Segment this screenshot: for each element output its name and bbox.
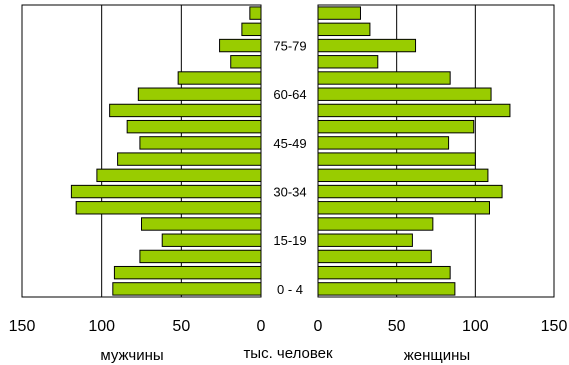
male-bar bbox=[117, 152, 262, 166]
age-label: 75-79 bbox=[273, 39, 306, 54]
x-axis-label: тыс. человек bbox=[243, 345, 333, 362]
age-label: 45-49 bbox=[273, 136, 306, 151]
male-bar bbox=[230, 55, 262, 69]
female-bar bbox=[317, 55, 379, 69]
male-bar bbox=[112, 282, 262, 296]
age-label: 0 - 4 bbox=[277, 282, 303, 297]
age-label: 30-34 bbox=[273, 185, 306, 200]
female-plot-area bbox=[317, 4, 555, 298]
female-bar bbox=[317, 282, 456, 296]
female-bar bbox=[317, 168, 489, 183]
axis-tick-labels: 150 100 50 0 0 50 100 150 bbox=[9, 318, 568, 335]
male-bar bbox=[219, 38, 262, 53]
female-bar bbox=[317, 6, 361, 20]
male-bar bbox=[126, 119, 262, 134]
male-plot-area bbox=[21, 4, 262, 298]
female-panel bbox=[317, 4, 555, 298]
female-bar bbox=[317, 87, 492, 101]
male-tick-label: 50 bbox=[172, 318, 190, 335]
age-group-labels: 75-79 60-64 45-49 30-34 15-19 0 - 4 bbox=[273, 39, 306, 297]
female-label: женщины bbox=[404, 347, 470, 364]
female-tick-label: 0 bbox=[314, 318, 323, 335]
female-bar bbox=[317, 233, 413, 247]
female-tick-label: 100 bbox=[462, 318, 489, 335]
age-label: 60-64 bbox=[273, 87, 306, 102]
female-bar bbox=[317, 184, 503, 199]
male-tick-label: 100 bbox=[88, 318, 115, 335]
male-tick-label: 0 bbox=[257, 318, 266, 335]
female-bar bbox=[317, 103, 511, 118]
female-bar bbox=[317, 38, 417, 53]
female-tick-label: 50 bbox=[388, 318, 406, 335]
male-bar bbox=[137, 87, 262, 101]
female-bar bbox=[317, 71, 451, 85]
age-label: 15-19 bbox=[273, 233, 306, 248]
male-bar bbox=[70, 184, 262, 199]
male-bar bbox=[141, 217, 262, 231]
female-bar bbox=[317, 265, 451, 280]
male-bar bbox=[96, 168, 262, 183]
male-bar bbox=[161, 233, 262, 247]
male-bar bbox=[113, 265, 262, 280]
male-label: мужчины bbox=[100, 347, 163, 364]
male-bar bbox=[241, 22, 262, 37]
male-bar bbox=[177, 71, 262, 85]
male-panel bbox=[21, 4, 262, 298]
female-bar bbox=[317, 152, 476, 166]
female-bar bbox=[317, 217, 434, 231]
male-bar bbox=[109, 103, 262, 118]
female-bar bbox=[317, 249, 432, 264]
female-tick-label: 150 bbox=[541, 318, 568, 335]
male-bar bbox=[75, 201, 262, 215]
female-bar bbox=[317, 119, 475, 134]
male-bar bbox=[139, 136, 262, 150]
male-bar bbox=[249, 6, 262, 20]
male-bar bbox=[139, 249, 262, 264]
female-bar bbox=[317, 201, 490, 215]
female-bar bbox=[317, 136, 450, 150]
female-bar bbox=[317, 22, 371, 37]
male-tick-label: 150 bbox=[9, 318, 36, 335]
